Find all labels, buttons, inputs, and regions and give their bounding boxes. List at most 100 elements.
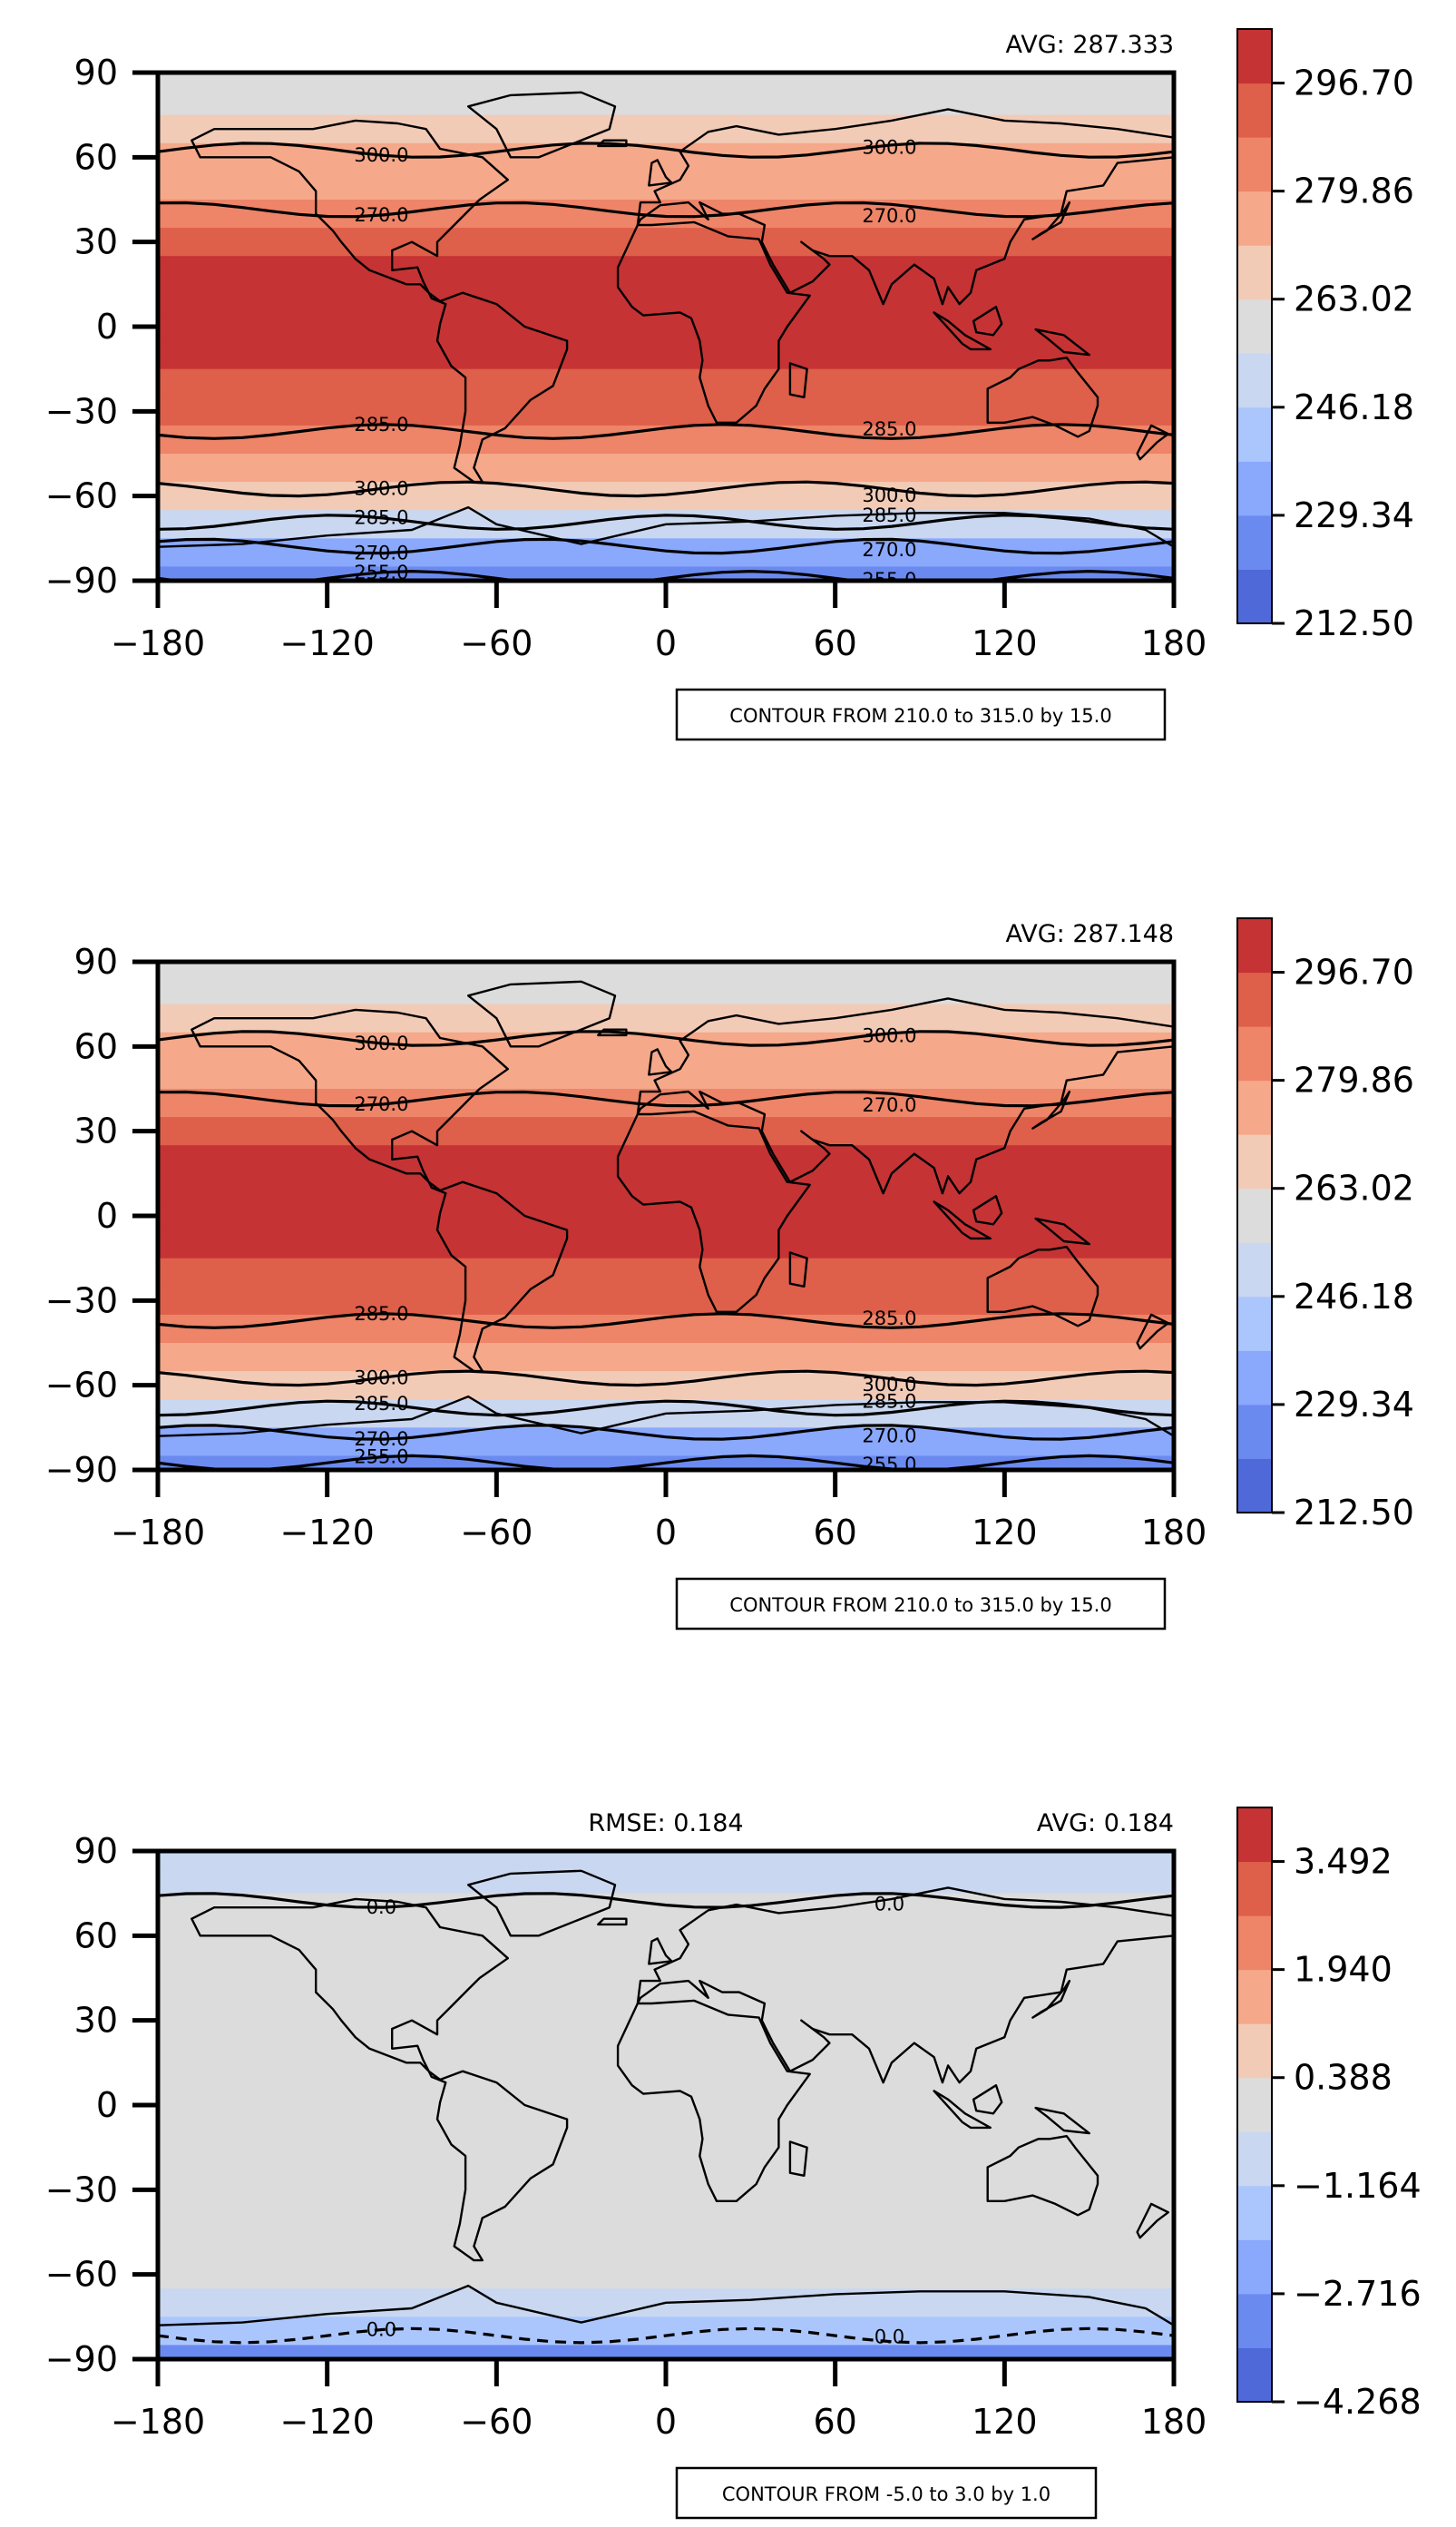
- x-tick-label: −60: [460, 2402, 533, 2442]
- colorbar-swatch: [1237, 137, 1272, 192]
- zonal-band: [158, 1286, 1174, 1316]
- y-tick-label: −90: [45, 561, 118, 601]
- x-tick-label: 180: [1141, 1513, 1207, 1552]
- panel-3-axes: −180 −120 −60 0 60 120 180 90 60 30 0 −30 −60 −90: [45, 1831, 1207, 2442]
- colorbar-tick-label: 1.940: [1294, 1950, 1392, 1990]
- y-tick-label: −30: [45, 2169, 118, 2209]
- y-tick-label: 0: [96, 307, 118, 347]
- colorbar-tick-label: 229.34: [1294, 1385, 1414, 1425]
- zonal-band: [158, 1865, 1174, 1895]
- colorbar-tick-label: 246.18: [1294, 1277, 1414, 1317]
- zonal-band: [158, 1145, 1174, 1174]
- colorbar-swatch: [1237, 2023, 1272, 2079]
- zonal-band: [158, 482, 1174, 511]
- colorbar-swatch: [1237, 1080, 1272, 1135]
- colorbar-tick-label: 212.50: [1294, 603, 1414, 643]
- zonal-band: [158, 340, 1174, 370]
- x-tick-label: −60: [460, 623, 533, 663]
- panel-2-contour-note-box: CONTOUR FROM 210.0 to 315.0 by 15.0: [675, 1577, 1167, 1631]
- colorbar-tick-label: 279.86: [1294, 1061, 1414, 1101]
- x-tick-label: 0: [655, 1513, 677, 1552]
- zonal-band: [158, 2119, 1174, 2149]
- colorbar-swatch: [1237, 918, 1272, 974]
- y-tick-label: 0: [96, 2085, 118, 2125]
- colorbar-tick-label: −2.716: [1294, 2274, 1422, 2314]
- coastline: [986, 1246, 1099, 1327]
- zonal-band: [158, 1258, 1174, 1288]
- colorbar-tick-label: 0.388: [1294, 2058, 1392, 2098]
- colorbar-frame: [1236, 917, 1273, 1513]
- contour-label: 300.0: [354, 477, 408, 499]
- contour-label: 285.0: [354, 414, 408, 436]
- x-tick-label: 120: [972, 623, 1038, 663]
- coastline: [191, 1897, 569, 2262]
- coastline: [972, 2084, 1003, 2115]
- zonal-band: [158, 2006, 1174, 2035]
- zonal-band: [158, 2316, 1174, 2346]
- colorbar-swatch: [1237, 83, 1272, 138]
- coastline: [467, 980, 617, 1048]
- coastline: [636, 108, 1174, 306]
- x-tick-label: 60: [813, 1513, 856, 1552]
- zonal-band: [158, 1851, 1174, 1866]
- contour-line: [158, 480, 1174, 498]
- y-tick-label: 90: [74, 942, 118, 982]
- colorbar-swatch: [1237, 191, 1272, 246]
- y-tick-label: −60: [45, 476, 118, 516]
- contour-label: 285.0: [862, 504, 916, 526]
- x-tick-label: −180: [111, 1513, 205, 1552]
- zonal-band: [158, 2091, 1174, 2121]
- x-tick-label: 60: [813, 623, 856, 663]
- panel-3-contour-note: CONTOUR FROM -5.0 to 3.0 by 1.0: [722, 2483, 1050, 2505]
- panel-3-avg-label: AVG: 0.184: [1037, 1809, 1174, 1837]
- coastline: [648, 1048, 673, 1076]
- panel-1-avg-label: AVG: 287.333: [1006, 31, 1174, 59]
- contour-line: [158, 514, 1174, 531]
- colorbar-swatch: [1237, 461, 1272, 516]
- zonal-band: [158, 2260, 1174, 2289]
- panel-3-contour-note-box: CONTOUR FROM -5.0 to 3.0 by 1.0: [675, 2466, 1098, 2520]
- contour-label: 285.0: [862, 1308, 916, 1329]
- coastline: [1034, 2106, 1090, 2135]
- contour-label: 300.0: [862, 1374, 916, 1396]
- coastline: [467, 1869, 617, 1937]
- zonal-band: [158, 228, 1174, 257]
- contour-label: 0.0: [875, 2326, 904, 2348]
- zonal-band: [158, 1117, 1174, 1146]
- coastline: [1031, 1090, 1071, 1130]
- colorbar-tick-label: 263.02: [1294, 1169, 1414, 1209]
- contour-label: 300.0: [862, 1024, 916, 1046]
- colorbar-swatch: [1237, 1807, 1272, 1863]
- contour-line: [158, 537, 1174, 555]
- zonal-band: [158, 1427, 1174, 1457]
- zonal-band: [158, 1921, 1174, 1951]
- colorbar-swatch: [1237, 1026, 1272, 1082]
- panel-3-coastlines: [158, 1869, 1174, 2359]
- panel-1-contour-note-box: CONTOUR FROM 210.0 to 315.0 by 15.0: [675, 688, 1167, 741]
- zonal-band: [158, 425, 1174, 455]
- zonal-band: [158, 1343, 1174, 1372]
- contour-line: [158, 569, 1174, 581]
- y-tick-label: 60: [74, 1915, 118, 1955]
- y-tick-label: 30: [74, 1112, 118, 1151]
- zonal-band: [158, 256, 1174, 285]
- zonal-band: [158, 284, 1174, 314]
- zonal-band: [158, 1314, 1174, 1344]
- coastline: [972, 1195, 1003, 1226]
- contour-label: 300.0: [354, 144, 408, 166]
- x-tick-label: 120: [972, 2402, 1038, 2442]
- coastline: [788, 2140, 808, 2177]
- contour-label: 0.0: [366, 1896, 396, 1918]
- coastline: [1034, 1217, 1090, 1246]
- contour-label: 285.0: [862, 418, 916, 440]
- colorbar-swatch: [1237, 1969, 1272, 2024]
- contour-label: 0.0: [366, 2319, 396, 2341]
- contour-line: [158, 2326, 1174, 2345]
- contour-label: 255.0: [354, 562, 408, 583]
- x-tick-label: −180: [111, 623, 205, 663]
- panel-1-coastlines: [158, 91, 1174, 581]
- coastline: [933, 2090, 992, 2130]
- coastline: [636, 997, 1174, 1195]
- colorbar-tick-label: 279.86: [1294, 171, 1414, 211]
- coastline: [788, 362, 808, 398]
